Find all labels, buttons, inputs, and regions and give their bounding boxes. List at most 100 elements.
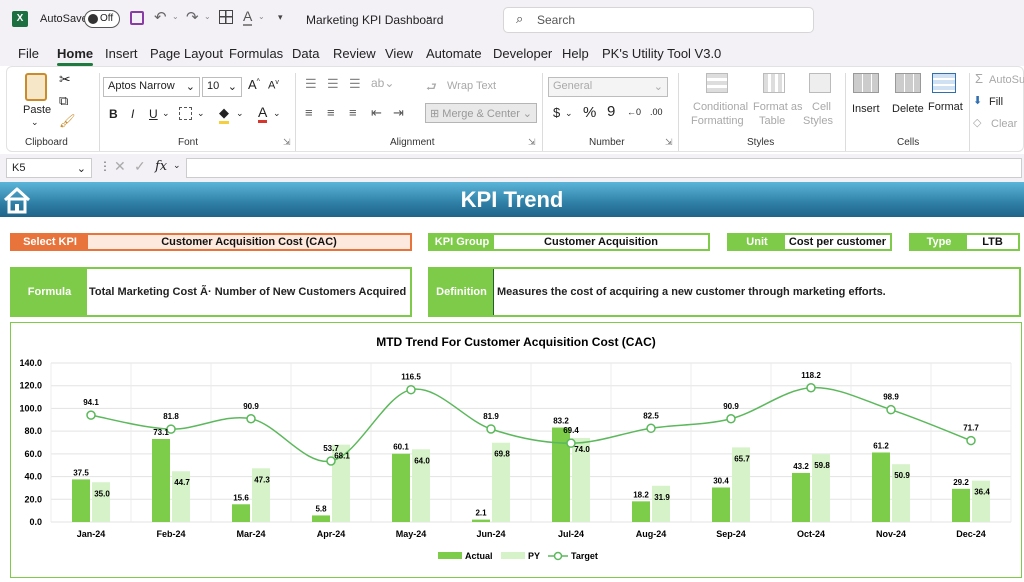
tab-help[interactable]: Help xyxy=(562,46,589,61)
conditional-formatting-icon[interactable] xyxy=(706,73,728,93)
align-right-icon[interactable]: ≡ xyxy=(349,105,357,120)
actual-data-label: 18.2 xyxy=(633,490,649,499)
cancel-icon[interactable]: ✕ xyxy=(114,158,126,174)
enter-icon[interactable]: ✓ xyxy=(134,158,146,174)
wrap-text-button[interactable]: Wrap Text xyxy=(447,80,497,92)
align-left-icon[interactable]: ≡ xyxy=(305,105,313,120)
chevron-down-icon[interactable]: ⌄ xyxy=(204,12,211,21)
decrease-indent-icon[interactable]: ⇤ xyxy=(371,105,382,120)
chevron-down-icon[interactable]: ⌄ xyxy=(425,11,434,22)
wrap-text-icon[interactable]: ⮐ xyxy=(426,80,437,94)
conditional-formatting-label[interactable]: Conditional xyxy=(693,101,749,113)
delete-cells-button[interactable]: Delete xyxy=(892,103,924,115)
tab-insert[interactable]: Insert xyxy=(105,46,138,61)
decrease-font-icon[interactable]: Av xyxy=(268,79,279,92)
tab-review[interactable]: Review xyxy=(333,46,376,61)
clear-icon[interactable]: ◇ xyxy=(973,117,982,129)
currency-icon[interactable]: $ xyxy=(553,105,561,120)
font-size-select[interactable]: 10 ⌄ xyxy=(202,77,242,97)
format-cells-icon[interactable] xyxy=(932,73,956,93)
clear-button[interactable]: Clear xyxy=(991,118,1018,130)
align-center-icon[interactable]: ≡ xyxy=(327,105,335,120)
align-top-icon[interactable]: ☰ xyxy=(305,76,317,91)
undo-icon[interactable]: ↶ xyxy=(154,9,167,26)
formula-input[interactable] xyxy=(186,158,1022,178)
autosum-button[interactable]: AutoSum xyxy=(989,74,1024,86)
chevron-down-icon[interactable]: ⌄ xyxy=(236,108,244,118)
dialog-launcher-icon[interactable]: ⇲ xyxy=(283,137,291,147)
paste-icon[interactable] xyxy=(25,73,47,101)
number-format-select[interactable]: General ⌄ xyxy=(548,77,668,97)
borders-icon[interactable] xyxy=(179,107,192,120)
increase-decimal-icon[interactable]: ←0 xyxy=(627,107,642,117)
comma-icon[interactable]: 9 xyxy=(607,103,616,120)
delete-cells-icon[interactable] xyxy=(895,73,921,93)
tab-file[interactable]: File xyxy=(18,46,39,61)
percent-icon[interactable]: % xyxy=(583,104,597,121)
italic-icon[interactable]: I xyxy=(131,107,135,121)
format-as-table-icon[interactable] xyxy=(763,73,785,93)
tab-home[interactable]: Home xyxy=(57,46,94,66)
chevron-down-icon[interactable]: ⌄ xyxy=(172,12,179,21)
chevron-down-icon[interactable]: ⌄ xyxy=(197,108,205,118)
kpi-trend-chart[interactable]: MTD Trend For Customer Acquisition Cost … xyxy=(10,322,1022,578)
format-as-table-label-2[interactable]: Table xyxy=(759,115,786,127)
cell-styles-icon[interactable] xyxy=(809,73,831,93)
autosave-toggle[interactable]: Off xyxy=(84,10,120,28)
align-bottom-icon[interactable]: ☰ xyxy=(349,76,361,91)
fill-button[interactable]: Fill xyxy=(989,96,1004,108)
cell-styles-label[interactable]: Cell xyxy=(812,101,831,113)
tab-data[interactable]: Data xyxy=(292,46,320,61)
chevron-down-icon[interactable]: ⌄ xyxy=(173,160,181,170)
font-color-icon[interactable]: A xyxy=(243,8,253,26)
autosum-icon[interactable]: Σ xyxy=(975,71,984,86)
merge-center-button[interactable]: ⊞ Merge & Center ⌄ xyxy=(425,103,537,123)
chevron-down-icon[interactable]: ⌄ xyxy=(258,12,265,21)
conditional-formatting-label-2[interactable]: Formatting xyxy=(691,115,744,127)
tab-view[interactable]: View xyxy=(385,46,413,61)
underline-icon[interactable]: U xyxy=(149,107,158,121)
insert-cells-icon[interactable] xyxy=(853,73,879,93)
home-icon[interactable] xyxy=(2,186,32,214)
fill-icon[interactable]: ⬇ xyxy=(973,95,983,107)
cut-icon[interactable]: ✂ xyxy=(59,71,71,87)
chevron-down-icon[interactable]: ⌄ xyxy=(565,108,573,118)
increase-font-icon[interactable]: A^ xyxy=(248,77,260,92)
more-options-icon[interactable]: ⋮ xyxy=(99,159,111,173)
format-cells-button[interactable]: Format xyxy=(928,101,963,113)
increase-indent-icon[interactable]: ⇥ xyxy=(393,105,404,120)
align-middle-icon[interactable]: ☰ xyxy=(327,76,339,91)
dialog-launcher-icon[interactable]: ⇲ xyxy=(665,137,673,147)
font-name-select[interactable]: Aptos Narrow ⌄ xyxy=(103,77,200,97)
search-box[interactable]: ⌕ Search xyxy=(503,7,814,33)
borders-icon[interactable] xyxy=(219,10,233,24)
name-box[interactable]: K5 ⌄ xyxy=(6,158,92,178)
decrease-decimal-icon[interactable]: .00 xyxy=(650,107,663,117)
tab-utility-tool[interactable]: PK's Utility Tool V3.0 xyxy=(602,46,722,61)
fill-color-icon[interactable]: ◆ xyxy=(219,105,229,124)
paste-button[interactable]: Paste xyxy=(23,104,52,116)
chevron-down-icon[interactable]: ⌄ xyxy=(31,117,39,127)
dialog-launcher-icon[interactable]: ⇲ xyxy=(528,137,536,147)
format-as-table-label[interactable]: Format as xyxy=(753,101,803,113)
save-icon[interactable] xyxy=(130,11,144,25)
bold-icon[interactable]: B xyxy=(109,107,118,121)
insert-function-icon[interactable]: fx xyxy=(155,159,168,174)
format-painter-icon[interactable]: 🖌 xyxy=(59,113,76,128)
font-color-icon[interactable]: A xyxy=(258,104,268,123)
insert-cells-button[interactable]: Insert xyxy=(852,103,880,115)
tab-formulas[interactable]: Formulas xyxy=(229,46,284,61)
customize-qat-icon[interactable]: ▾ xyxy=(278,12,283,22)
tab-automate[interactable]: Automate xyxy=(426,46,482,61)
select-kpi-dropdown[interactable]: Customer Acquisition Cost (CAC) xyxy=(88,235,410,249)
orientation-icon[interactable]: ab⌄ xyxy=(371,76,395,90)
chevron-down-icon[interactable]: ⌄ xyxy=(273,108,281,118)
chevron-down-icon[interactable]: ⌄ xyxy=(162,108,170,118)
redo-icon[interactable]: ↷ xyxy=(186,9,199,26)
excel-logo-icon[interactable]: X xyxy=(12,11,28,27)
tab-page-layout[interactable]: Page Layout xyxy=(150,46,224,61)
tab-developer[interactable]: Developer xyxy=(493,46,553,61)
copy-icon[interactable]: ⧉ xyxy=(59,93,69,108)
document-title[interactable]: Marketing KPI Dashboard xyxy=(306,13,444,27)
cell-styles-label-2[interactable]: Styles xyxy=(803,115,833,127)
